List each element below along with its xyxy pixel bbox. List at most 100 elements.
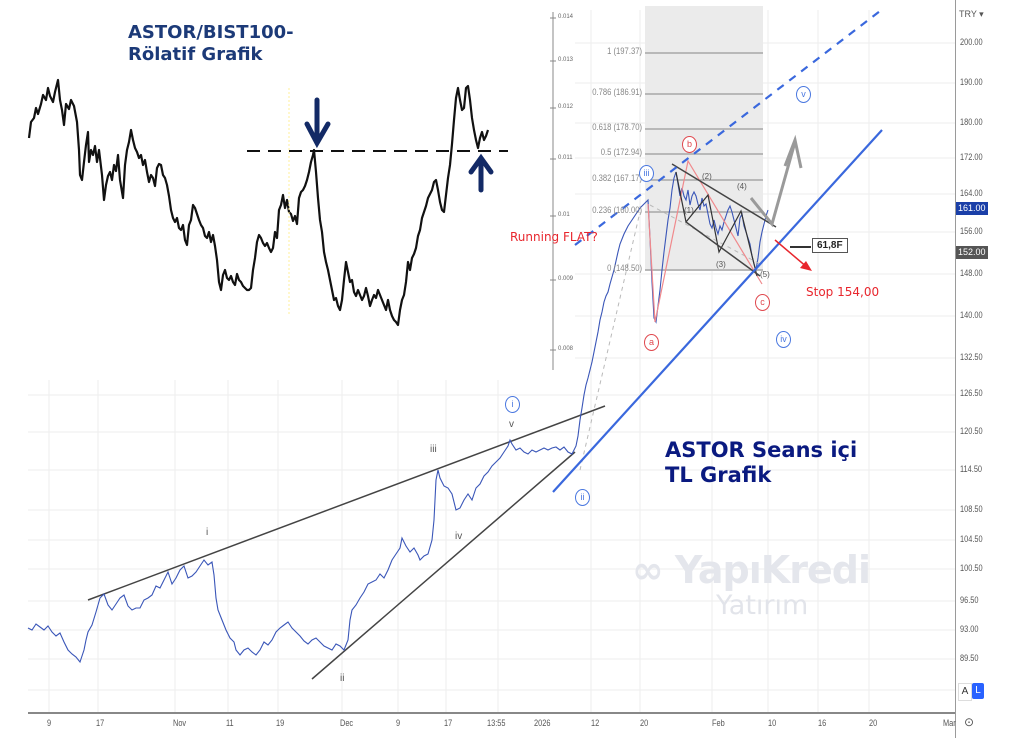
grid-lines [28,10,955,712]
upper-wedge-line [87,405,606,601]
date-tick: 10 [768,718,777,728]
wave-circle-label: iv [776,331,791,348]
relative-tick: 0.012 [558,104,574,110]
stop-annotation: Stop 154,00 [806,285,880,299]
wave-label: (1) [684,206,694,215]
relative-tick: 0.013 [558,57,574,63]
wave-label: ii [340,673,345,684]
relative-title-line2: Rölatif Grafik [128,43,263,65]
wave-label: i [206,527,209,538]
date-tick: Dec [340,718,354,728]
wave-circle-label: c [755,294,770,311]
price-tick: 200.00 [960,37,983,47]
relative-tick: 0.011 [558,155,573,161]
running-flat-annotation: Running FLAT? [510,230,598,244]
price-tick: 108.50 [960,504,983,514]
date-tick: 11 [226,718,234,728]
date-tick: 17 [444,718,453,728]
relative-tick: 0.009 [558,276,574,282]
fibonacci-zone [645,6,763,271]
fib-label: 0.618 (178.70) [592,122,642,132]
down-arrow-icon [304,97,331,149]
fib-label: 0.382 (167.17) [592,173,642,183]
wave-label: (4) [737,182,747,191]
relative-tick: 0.008 [558,346,574,352]
auto-scale-button[interactable]: A [958,683,972,701]
price-tick: 156.00 [960,226,983,236]
channel-upper-line [671,163,777,228]
date-tick: 2026 [534,718,551,728]
up-arrow-icon [468,153,494,193]
date-tick: 20 [869,718,878,728]
date-axis[interactable]: 9 17 Nov 11 19 Dec 9 17 13:55 2026 12 20… [28,712,956,740]
log-scale-button[interactable]: L [972,683,984,699]
date-tick: 16 [818,718,827,728]
fib-label: 0.236 (160.00) [592,205,642,215]
date-tick: Mar [943,718,956,728]
price-tick: 96.50 [960,595,979,605]
abc-correction-lines [647,159,763,323]
fib-label: 1 (197.37) [607,46,642,56]
watermark-subtitle: Yatırım [716,590,809,621]
stop-arrowhead-icon [800,261,812,271]
date-tick: 9 [47,718,52,728]
price-tick: 114.50 [960,464,983,474]
wave-label: iv [455,531,463,542]
price-tick: 172.00 [960,152,983,162]
projection-arrow [749,141,797,228]
tl-price-line [27,171,769,664]
projection-arrowhead [783,134,803,169]
price-tick: 164.00 [960,188,983,198]
tl-title-line1: ASTOR Seans içi [665,438,858,462]
subwave-lines [675,171,758,277]
price-tick: 120.50 [960,426,983,436]
date-tick: 20 [640,718,649,728]
date-tick: Feb [712,718,725,728]
relative-price-line [27,78,490,327]
wave-circle-label: i [505,396,520,413]
date-tick: 19 [276,718,285,728]
date-tick: 12 [591,718,600,728]
wave-label: (3) [716,260,726,269]
price-tick: 104.50 [960,534,983,544]
tl-title-line2: TL Grafik [665,463,772,488]
price-tick: 132.50 [960,352,983,362]
wave-label: (2) [702,172,712,181]
price-tick: 190.00 [960,77,983,87]
date-tick: 9 [396,718,401,728]
projection-line [579,211,641,471]
wave-circle-label: v [796,86,811,103]
relative-tick: 0.01 [558,212,570,218]
price-tick: 140.00 [960,310,983,320]
channel-lower-line [685,221,761,277]
current-price-badge: 161.00 [956,202,988,215]
wave-circle-label: a [644,334,659,351]
price-tick: 100.50 [960,563,983,573]
relative-title-line1: ASTOR/BIST100- [128,22,294,43]
fib-label: 0.786 (186.91) [592,87,642,97]
watermark-brand: ∞ YapıKredi [632,548,871,592]
fib-label: 0 (148.50) [607,263,642,273]
wave-circle-label: ii [575,489,590,506]
date-tick: 17 [96,718,105,728]
wave-label: iii [430,444,437,455]
watermark-line1: YapıKredi [674,548,871,592]
date-tick: Nov [173,718,187,728]
price-tick: 180.00 [960,117,983,127]
settings-icon[interactable]: ⊙ [964,715,975,729]
price-axis[interactable]: 200.00 190.00 180.00 172.00 164.00 156.0… [955,0,1024,738]
fibonacci-levels [645,52,763,271]
wave-label: (5) [760,270,770,279]
price-tick: 93.00 [960,624,979,634]
currency-selector[interactable]: TRY ▾ [959,9,984,19]
relative-chart-title: ASTOR/BIST100- Rölatif Grafik [128,22,294,65]
wave-label: v [509,419,514,430]
dashed-trendline [574,7,885,246]
fib-label: 0.5 (172.94) [600,147,642,157]
price-tick: 148.00 [960,268,983,278]
lower-wedge-line [311,451,576,680]
support-trendline [552,129,883,493]
relative-axis-ticks [550,17,556,351]
wave-circle-label: b [682,136,697,153]
